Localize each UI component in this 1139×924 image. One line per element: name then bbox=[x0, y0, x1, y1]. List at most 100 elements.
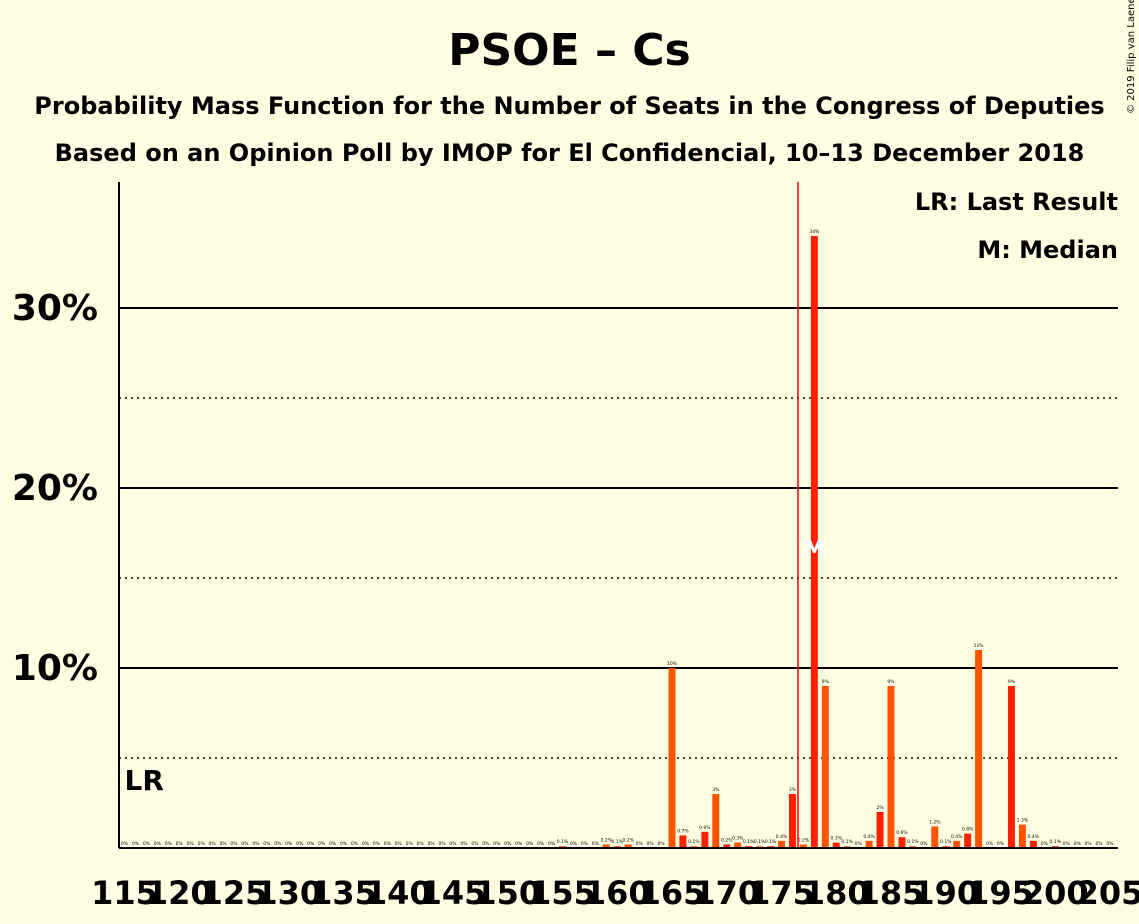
bar-label-186: 0.6% bbox=[896, 830, 908, 836]
x-tick-label: 130 bbox=[255, 874, 322, 912]
bar-label-147: 0% bbox=[471, 841, 479, 847]
bar-label-131: 0% bbox=[296, 841, 304, 847]
last-result-marker: LR bbox=[125, 764, 164, 797]
bar-seat-161 bbox=[624, 844, 632, 848]
bar-label-125: 0% bbox=[230, 841, 238, 847]
bar-label-161: 0.2% bbox=[622, 837, 634, 843]
bar-label-120: 0% bbox=[176, 841, 184, 847]
bar-label-205: 0% bbox=[1106, 841, 1114, 847]
gridlines bbox=[119, 307, 1118, 759]
x-tick-label: 200 bbox=[1022, 874, 1089, 912]
bar-label-156: 0% bbox=[570, 841, 578, 847]
bar-label-119: 0% bbox=[165, 841, 173, 847]
bar-label-121: 0% bbox=[187, 841, 195, 847]
bar-label-171: 0.3% bbox=[732, 836, 744, 842]
bar-label-170: 0.2% bbox=[721, 837, 733, 843]
bar-label-134: 0% bbox=[329, 841, 337, 847]
bar-label-155: 0.1% bbox=[557, 839, 569, 845]
bar-label-152: 0% bbox=[526, 841, 534, 847]
bar-label-129: 0% bbox=[274, 841, 282, 847]
bar-label-158: 0% bbox=[592, 841, 600, 847]
bar-label-167: 0.1% bbox=[688, 839, 700, 845]
bar-seat-192 bbox=[964, 833, 972, 848]
copyright-text: © 2019 Filip van Laenen bbox=[1126, 0, 1137, 114]
x-tick-label: 150 bbox=[474, 874, 541, 912]
median-marker: M bbox=[803, 537, 825, 562]
bar-label-193: 11% bbox=[974, 643, 985, 649]
bar-label-204: 0% bbox=[1095, 841, 1103, 847]
bar-label-144: 0% bbox=[438, 841, 446, 847]
bar-label-196: 9% bbox=[1008, 679, 1016, 685]
bar-label-150: 0% bbox=[504, 841, 512, 847]
x-tick-label: 180 bbox=[803, 874, 870, 912]
bar-label-141: 0% bbox=[406, 841, 414, 847]
bar-label-159: 0.2% bbox=[601, 837, 613, 843]
bar-label-177: 0.2% bbox=[798, 837, 810, 843]
bar-label-143: 0% bbox=[428, 841, 436, 847]
bar-label-124: 0% bbox=[219, 841, 227, 847]
bar-seat-184 bbox=[876, 812, 884, 848]
bar-seat-185 bbox=[887, 686, 895, 848]
bar-label-116: 0% bbox=[132, 841, 140, 847]
x-axis-labels: 1151201251301351401451501551601651701751… bbox=[91, 874, 1139, 912]
bar-seat-176 bbox=[788, 794, 796, 848]
bar-label-127: 0% bbox=[252, 841, 260, 847]
x-tick-label: 155 bbox=[529, 874, 596, 912]
x-tick-label: 160 bbox=[584, 874, 651, 912]
bar-seat-168 bbox=[701, 831, 709, 848]
bar-label-199: 0% bbox=[1041, 841, 1049, 847]
x-tick-label: 120 bbox=[146, 874, 213, 912]
bar-label-128: 0% bbox=[263, 841, 271, 847]
bar-seat-186 bbox=[898, 837, 906, 848]
bar-label-192: 0.8% bbox=[962, 827, 974, 833]
bar-label-117: 0% bbox=[143, 841, 151, 847]
bar-label-172: 0.1% bbox=[743, 839, 755, 845]
bar-label-130: 0% bbox=[285, 841, 293, 847]
x-tick-label: 125 bbox=[201, 874, 268, 912]
bar-seat-198 bbox=[1029, 840, 1037, 848]
bar-label-195: 0% bbox=[997, 841, 1005, 847]
bar-label-135: 0% bbox=[340, 841, 348, 847]
bar-label-133: 0% bbox=[318, 841, 326, 847]
bar-label-202: 0% bbox=[1074, 841, 1082, 847]
bar-label-183: 0.4% bbox=[863, 834, 875, 840]
bar-seat-169 bbox=[712, 794, 720, 848]
bar-seat-183 bbox=[865, 840, 873, 848]
bar-label-169: 3% bbox=[712, 787, 720, 793]
bar-seat-189 bbox=[931, 826, 939, 848]
x-tick-label: 175 bbox=[748, 874, 815, 912]
bar-label-157: 0% bbox=[581, 841, 589, 847]
bar-label-178: 34% bbox=[809, 229, 820, 235]
bar-label-180: 0.3% bbox=[831, 836, 843, 842]
bar-labels: 0% 0% 0% 0% 0% 0% 0% 0% 0% 0% 0% 0% 0% 0% 0% 0% 0% 0% 0% 0%… bbox=[121, 229, 1114, 847]
y-tick-label: 20% bbox=[12, 468, 98, 509]
bar-label-179: 9% bbox=[822, 679, 830, 685]
bar-label-187: 0.1% bbox=[907, 839, 919, 845]
bar-label-145: 0% bbox=[449, 841, 457, 847]
bar-label-140: 0% bbox=[395, 841, 403, 847]
x-tick-label: 135 bbox=[310, 874, 377, 912]
chart-subtitle2: Based on an Opinion Poll by IMOP for El … bbox=[55, 139, 1085, 167]
bar-label-197: 1.3% bbox=[1017, 818, 1029, 824]
bar-label-149: 0% bbox=[493, 841, 501, 847]
bar-label-126: 0% bbox=[241, 841, 249, 847]
bar-label-154: 0% bbox=[548, 841, 556, 847]
bar-label-176: 3% bbox=[789, 787, 797, 793]
bar-label-201: 0% bbox=[1063, 841, 1071, 847]
bar-label-182: 0% bbox=[855, 841, 863, 847]
bar-seat-178 bbox=[810, 236, 818, 848]
x-tick-label: 195 bbox=[967, 874, 1034, 912]
bar-label-174: 0.1% bbox=[765, 839, 777, 845]
bar-label-132: 0% bbox=[307, 841, 315, 847]
bar-label-153: 0% bbox=[537, 841, 545, 847]
bar-label-181: 0.1% bbox=[841, 839, 853, 845]
bar-label-146: 0% bbox=[460, 841, 468, 847]
bar-label-160: 0.1% bbox=[612, 839, 624, 845]
y-tick-label: 30% bbox=[12, 288, 98, 329]
bar-label-139: 0% bbox=[384, 841, 392, 847]
bar-label-188: 0% bbox=[920, 841, 928, 847]
y-axis-labels: 10% 20% 30% bbox=[12, 288, 98, 689]
bar-label-165: 10% bbox=[667, 661, 678, 667]
bar-label-184: 2% bbox=[876, 805, 884, 811]
